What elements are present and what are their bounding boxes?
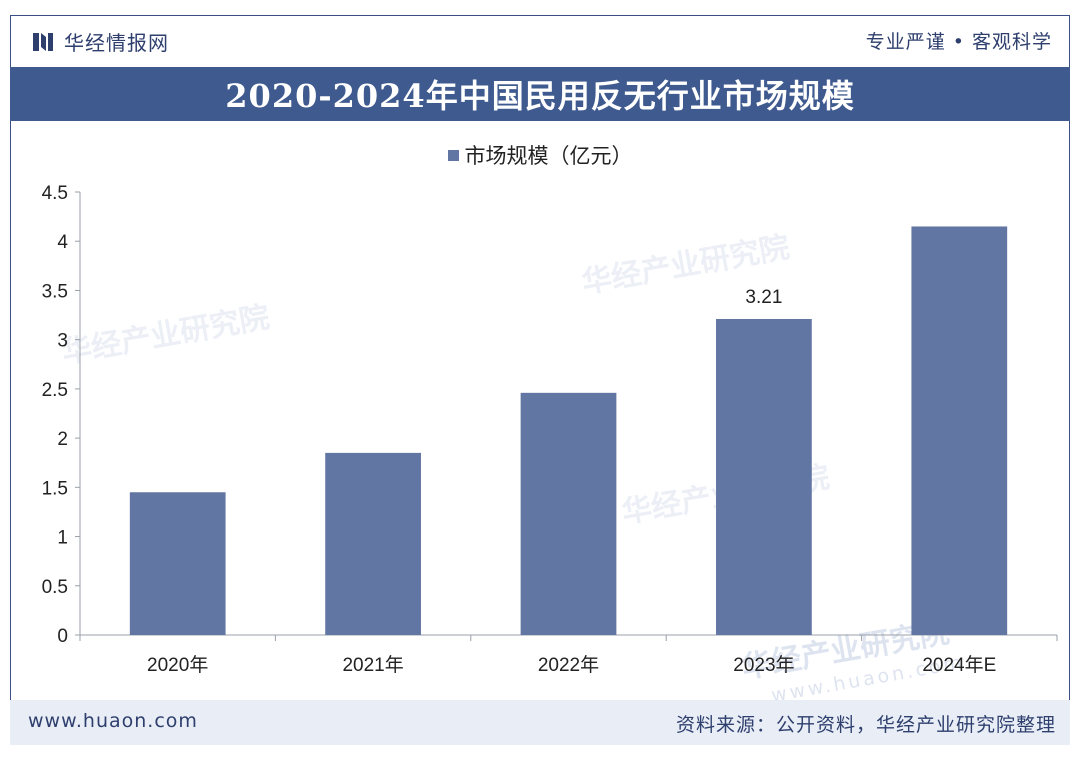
y-tick-label: 0 [57,626,68,647]
bar [325,452,421,635]
header-bar: 华经情报网 专业严谨 • 客观科学 [10,15,1070,65]
y-tick-label: 1.5 [42,478,68,499]
data-label: 3.21 [745,287,782,308]
footer: www.huaon.com 资料来源：公开资料，华经产业研究院整理 [10,700,1070,745]
bar [520,392,617,635]
x-tick-label: 2024年E [922,654,996,676]
slogan: 专业严谨 • 客观科学 [865,31,1052,53]
x-tick-label: 2021年 [342,654,403,676]
x-tick-label: 2023年 [733,654,794,676]
brand-logo-icon [33,32,53,51]
y-tick-label: 2.5 [42,380,68,401]
bar [129,492,226,635]
footer-source: 资料来源：公开资料，华经产业研究院整理 [675,714,1056,736]
brand[interactable]: 华经情报网 [32,27,169,56]
legend-swatch [447,149,459,161]
title-band: 2020-2024年中国民用反无行业市场规模 [10,67,1070,121]
y-tick-label: 3 [57,331,68,352]
footer-url[interactable]: www.huaon.com [28,710,198,732]
bar-chart: 0 0.5 1 1.5 2 2.5 3 3.5 4 4.5 2020年 2021年 2022年 2023年… [42,183,1058,676]
x-tick-label: 2020年 [147,654,208,676]
x-tick-label: 2022年 [538,654,599,676]
y-tick-label: 4 [57,232,68,253]
brand-name: 华经情报网 [64,31,169,55]
y-tick-label: 0.5 [42,577,68,598]
legend: 市场规模（亿元） [0,140,1080,170]
legend-label: 市场规模（亿元） [464,144,633,168]
bar [911,226,1008,635]
bar [716,318,812,635]
y-tick-label: 1 [57,528,68,549]
y-tick-label: 2 [57,429,68,450]
y-tick-label: 3.5 [42,281,68,302]
y-tick-label: 4.5 [42,183,68,204]
chart-title: 2020-2024年中国民用反无行业市场规模 [225,77,855,115]
